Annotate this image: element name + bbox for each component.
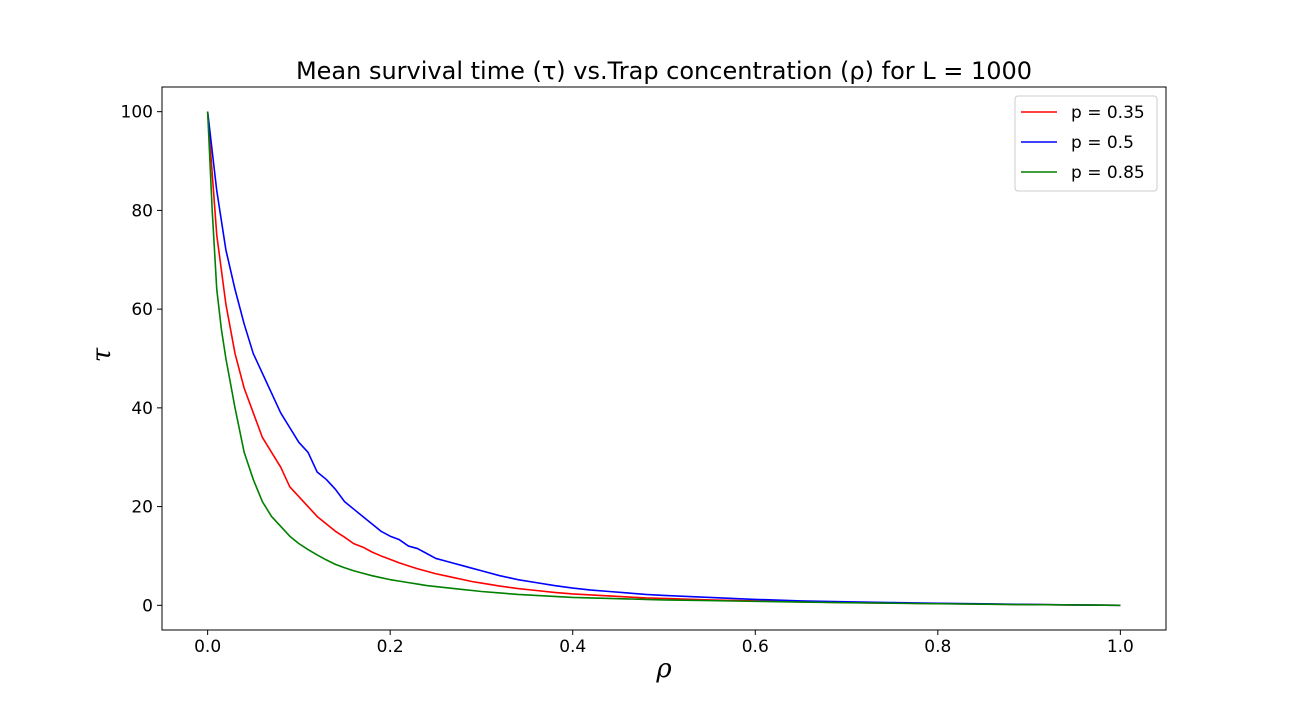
axes-layer: 0.0 0.2 0.4 0.6 0.8 1.0 0 20 40 60 80 100 bbox=[121, 86, 1167, 657]
legend-label-2: p = 0.85 bbox=[1071, 163, 1145, 183]
plot-area bbox=[206, 111, 1121, 607]
axes-frame bbox=[161, 86, 1167, 631]
x-tick-label: 0.0 bbox=[194, 637, 221, 657]
series-line-1 bbox=[206, 111, 1121, 607]
legend-label-1: p = 0.5 bbox=[1071, 133, 1134, 153]
chart-title: Mean survival time (τ) vs.Trap concentra… bbox=[296, 57, 1032, 85]
x-tick-label: 1.0 bbox=[1107, 637, 1134, 657]
legend-box bbox=[1014, 95, 1158, 192]
y-tick-label: 80 bbox=[131, 201, 153, 221]
x-tick-label: 0.4 bbox=[559, 637, 586, 657]
x-tick-label: 0.8 bbox=[924, 637, 951, 657]
y-tick-label: 20 bbox=[131, 498, 153, 518]
y-tick-label: 0 bbox=[142, 596, 153, 616]
x-tick-label: 0.2 bbox=[377, 637, 404, 657]
x-tick-label: 0.6 bbox=[742, 637, 769, 657]
y-tick-label: 100 bbox=[121, 103, 153, 123]
y-axis-label: τ bbox=[87, 347, 117, 362]
legend: p = 0.35 p = 0.5 p = 0.85 bbox=[1014, 95, 1158, 192]
y-tick-label: 40 bbox=[131, 399, 153, 419]
series-line-2 bbox=[206, 111, 1121, 607]
x-axis-label: ρ bbox=[655, 654, 672, 684]
legend-label-0: p = 0.35 bbox=[1071, 103, 1145, 123]
y-tick-label: 60 bbox=[131, 300, 153, 320]
